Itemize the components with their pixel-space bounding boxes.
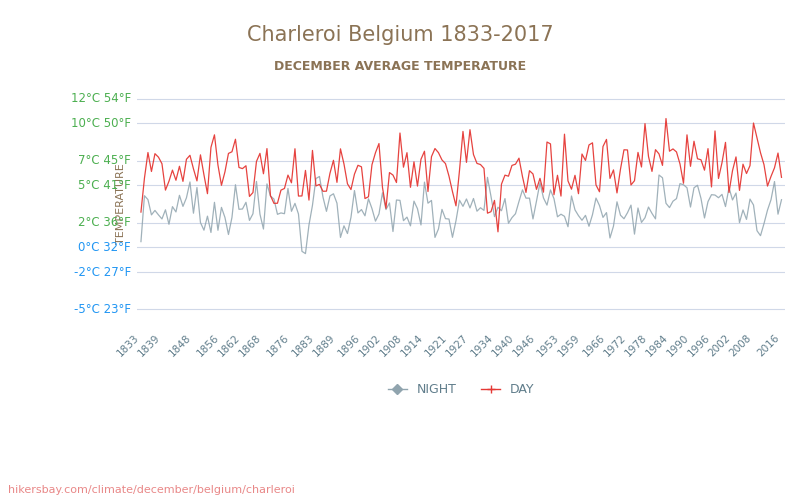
Text: 12°C 54°F: 12°C 54°F — [70, 92, 131, 105]
Legend: NIGHT, DAY: NIGHT, DAY — [382, 378, 540, 401]
Text: 5°C 41°F: 5°C 41°F — [78, 179, 131, 192]
Text: Charleroi Belgium 1833-2017: Charleroi Belgium 1833-2017 — [246, 25, 554, 45]
Text: DECEMBER AVERAGE TEMPERATURE: DECEMBER AVERAGE TEMPERATURE — [274, 60, 526, 73]
Text: -2°C 27°F: -2°C 27°F — [74, 266, 131, 278]
Text: 10°C 50°F: 10°C 50°F — [71, 117, 131, 130]
Y-axis label: TEMPERATURE: TEMPERATURE — [116, 164, 126, 244]
Text: -5°C 23°F: -5°C 23°F — [74, 303, 131, 316]
Text: 0°C 32°F: 0°C 32°F — [78, 241, 131, 254]
Text: hikersbay.com/climate/december/belgium/charleroi: hikersbay.com/climate/december/belgium/c… — [8, 485, 295, 495]
Text: 2°C 36°F: 2°C 36°F — [78, 216, 131, 229]
Text: 7°C 45°F: 7°C 45°F — [78, 154, 131, 167]
